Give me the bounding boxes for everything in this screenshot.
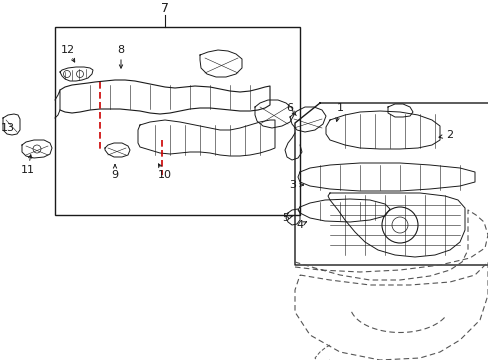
Text: 8: 8 [117,45,124,55]
Text: 1: 1 [336,103,343,113]
Text: 6: 6 [286,103,293,113]
Text: 4: 4 [296,220,303,230]
Text: 5: 5 [282,213,289,223]
Text: 13: 13 [1,123,15,133]
Text: 2: 2 [446,130,453,140]
Text: 10: 10 [158,170,172,180]
Text: 3: 3 [289,180,296,190]
Bar [55,27,299,215]
Text: 7: 7 [161,1,169,14]
Text: 9: 9 [111,170,118,180]
Text: 12: 12 [61,45,75,55]
Text: 11: 11 [21,165,35,175]
